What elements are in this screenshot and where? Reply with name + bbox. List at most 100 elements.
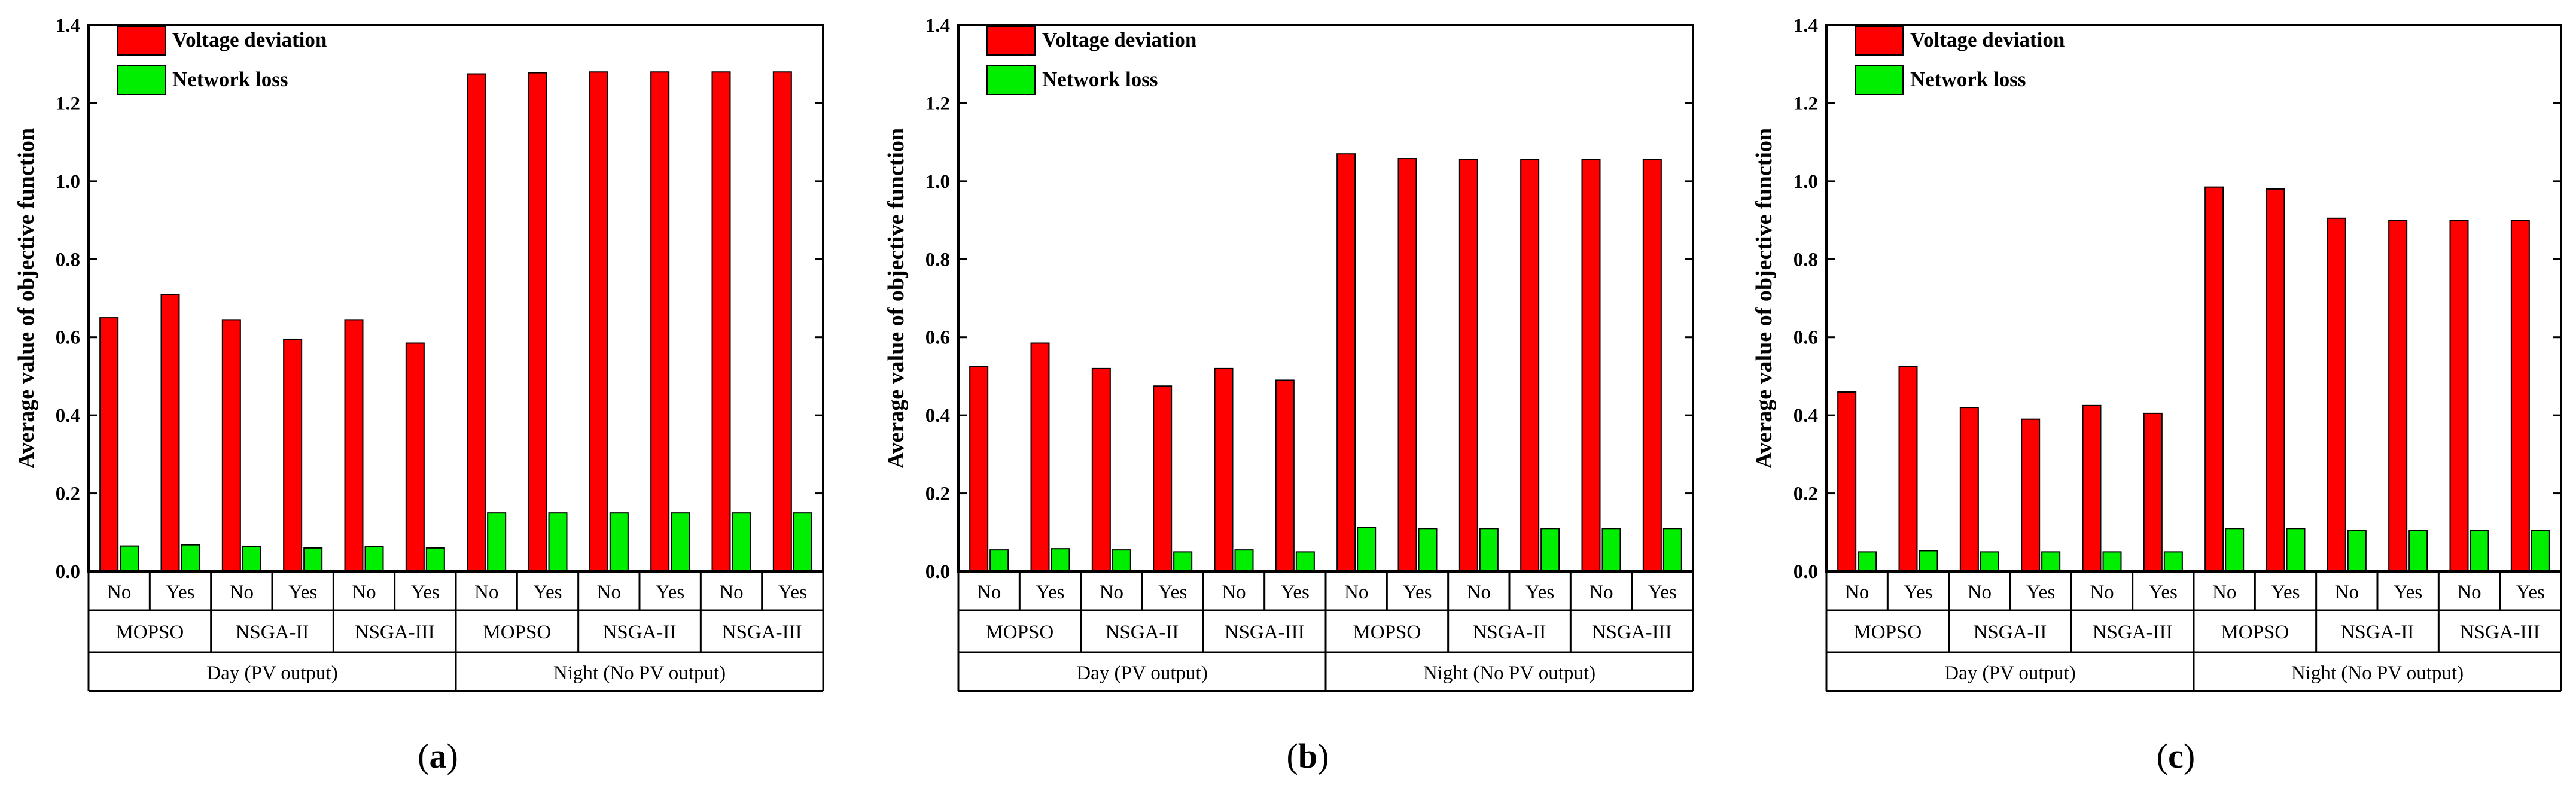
bar-voltage-deviation [1336, 153, 1356, 572]
y-axis-label: Average value of objective function [884, 128, 909, 468]
bar-voltage-deviation [969, 366, 989, 572]
y-axis-label: Average value of objective function [14, 128, 39, 468]
category-label-l2: MOPSO [1353, 622, 1421, 643]
category-label-l1: Yes [2026, 582, 2055, 603]
category-label-l1: Yes [2516, 582, 2545, 603]
bar-network-loss [487, 512, 507, 573]
y-tick-label: 1.2 [56, 93, 80, 114]
bar-voltage-deviation [1959, 407, 1979, 572]
bar-network-loss [1919, 550, 1938, 572]
bar-network-loss [1112, 549, 1131, 572]
y-axis-label: Average value of objective function [1752, 128, 1777, 468]
bar-network-loss [2347, 530, 2367, 573]
bar-network-loss [671, 512, 690, 573]
category-label-l1: Yes [778, 582, 807, 603]
category-label-l2: NSGA-II [2341, 622, 2414, 643]
category-label-l1: Yes [1904, 582, 1932, 603]
category-label-l1: No [2457, 582, 2481, 603]
y-tick-label: 0.2 [1794, 483, 1818, 505]
category-label-l2: MOPSO [985, 622, 1053, 643]
category-label-l3: Night (No PV output) [553, 662, 726, 684]
bar-voltage-deviation [2204, 186, 2224, 572]
bar-network-loss [2286, 528, 2306, 572]
y-tick-label: 1.2 [925, 93, 950, 114]
legend-label: Voltage deviation [172, 28, 327, 51]
category-label-l1: No [977, 582, 1001, 603]
bar-network-loss [181, 544, 200, 573]
legend-label: Network loss [172, 68, 288, 91]
bar-network-loss [2041, 551, 2061, 573]
y-tick-label: 0.2 [56, 483, 80, 505]
chart-panel-c: Average value of objective function 0.0 0.… [1752, 15, 2562, 775]
category-label-l1: Yes [1281, 582, 1310, 603]
bar-network-loss [1662, 528, 1682, 572]
bar-voltage-deviation [772, 71, 792, 572]
bar-voltage-deviation [221, 319, 241, 572]
bar-voltage-deviation [650, 71, 670, 572]
legend-label: Voltage deviation [1042, 28, 1196, 51]
category-label-l1: No [1968, 582, 1992, 603]
category-label-l2: NSGA-III [355, 622, 435, 643]
bar-network-loss [2225, 528, 2245, 572]
bar-voltage-deviation [405, 342, 425, 572]
y-tick-label: 1.0 [925, 171, 950, 193]
bar-voltage-deviation [2510, 220, 2530, 573]
category-label-l1: No [1100, 582, 1123, 603]
category-label-l2: MOPSO [1853, 622, 1922, 643]
y-tick-label: 0.0 [925, 561, 950, 583]
bar-network-loss [1357, 527, 1377, 573]
bar-network-loss [2531, 530, 2550, 573]
bar-network-loss [120, 545, 139, 573]
y-tick-label: 1.0 [1794, 171, 1818, 193]
category-label-l1: Yes [1158, 582, 1187, 603]
chart-panel-b: Average value of objective function 0.0 0.… [884, 15, 1694, 775]
legend-swatch [1855, 65, 1904, 95]
y-tick-label: 1.4 [56, 15, 80, 36]
category-label-l1: No [719, 582, 743, 603]
category-label-l3: Day (PV output) [1944, 662, 2075, 684]
y-tick-label: 0.6 [56, 327, 80, 349]
y-tick-label: 0.8 [1794, 249, 1818, 270]
legend-swatch [117, 65, 166, 95]
bar-voltage-deviation [2327, 217, 2346, 572]
category-label-l2: NSGA-III [722, 622, 802, 643]
category-label-l1: No [474, 582, 498, 603]
bar-voltage-deviation [1581, 159, 1601, 573]
bar-network-loss [364, 546, 384, 573]
category-label-l1: Yes [411, 582, 440, 603]
category-label-l2: NSGA-II [236, 622, 309, 643]
bar-voltage-deviation [467, 73, 486, 572]
bar-voltage-deviation [1458, 159, 1478, 573]
category-label-l3: Night (No PV output) [2291, 662, 2464, 684]
y-tick-label: 1.4 [1794, 15, 1818, 36]
category-label-l2: NSGA-III [2093, 622, 2173, 643]
category-label-l1: No [2090, 582, 2114, 603]
y-tick-label: 0.0 [1794, 561, 1818, 583]
bar-network-loss [2470, 530, 2489, 573]
bar-voltage-deviation [2021, 418, 2041, 573]
bar-voltage-deviation [1642, 159, 1662, 573]
panel-caption: (b) [1287, 737, 1329, 775]
category-label-l1: Yes [2149, 582, 2178, 603]
bar-network-loss [732, 512, 751, 573]
bar-network-loss [1858, 551, 1877, 573]
bar-network-loss [1601, 528, 1621, 572]
y-tick-label: 1.0 [56, 171, 80, 193]
bar-voltage-deviation [711, 71, 731, 572]
bar-network-loss [303, 547, 323, 572]
category-label-l1: No [1589, 582, 1613, 603]
bar-voltage-deviation [2143, 412, 2163, 572]
category-label-l1: No [107, 582, 131, 603]
category-label-l1: No [2212, 582, 2236, 603]
category-label-l1: No [1845, 582, 1869, 603]
legend-label: Network loss [1042, 68, 1158, 91]
bar-voltage-deviation [2266, 188, 2285, 572]
category-label-l1: No [597, 582, 621, 603]
bar-network-loss [425, 547, 445, 572]
bar-voltage-deviation [528, 72, 547, 573]
y-tick-label: 0.6 [1794, 327, 1818, 349]
bar-network-loss [1234, 549, 1254, 572]
category-label-l2: NSGA-II [603, 622, 677, 643]
legend-swatch [986, 26, 1036, 56]
